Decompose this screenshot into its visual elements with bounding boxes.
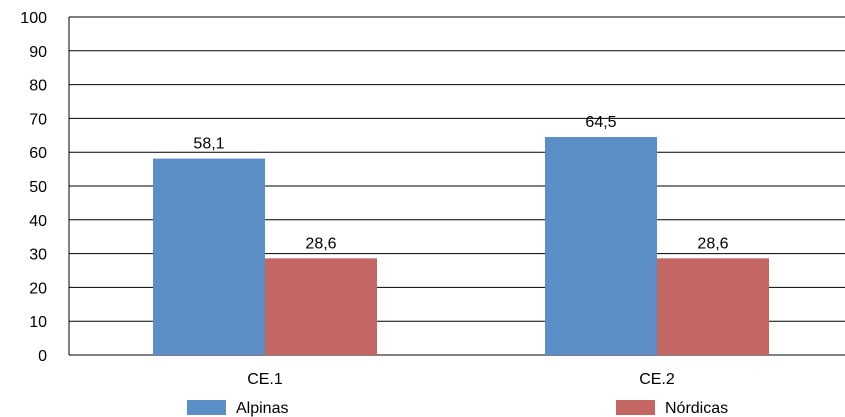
y-tick-label: 40 xyxy=(29,213,47,230)
x-category-label: CE.1 xyxy=(247,371,283,388)
y-tick-label: 100 xyxy=(20,10,47,27)
bar-alpinas-ce-2 xyxy=(545,136,657,355)
bar-alpinas-ce-1 xyxy=(153,158,265,355)
x-category-label: CE.2 xyxy=(639,371,675,388)
y-tick-label: 70 xyxy=(29,111,47,128)
y-tick-label: 0 xyxy=(38,348,47,365)
legend-swatch xyxy=(616,400,655,415)
data-label: 28,6 xyxy=(305,235,336,252)
legend-label: Alpinas xyxy=(236,400,288,417)
y-tick-label: 80 xyxy=(29,78,47,95)
data-label: 64,5 xyxy=(585,114,616,131)
data-label: 28,6 xyxy=(697,235,728,252)
y-tick-label: 90 xyxy=(29,44,47,61)
y-tick-label: 60 xyxy=(29,145,47,162)
legend-swatch xyxy=(187,400,226,415)
x-axis-categories: CE.1 CE.2 xyxy=(247,371,675,388)
y-tick-label: 10 xyxy=(29,314,47,331)
legend: Alpinas Nórdicas xyxy=(187,400,728,417)
bars xyxy=(153,136,769,355)
data-label: 58,1 xyxy=(193,136,224,153)
data-labels: 58,1 28,6 64,5 28,6 xyxy=(193,114,728,252)
y-axis-ticks: 0 10 20 30 40 50 60 70 80 90 100 xyxy=(20,10,47,365)
y-tick-label: 20 xyxy=(29,280,47,297)
bar-n-rdicas-ce-2 xyxy=(657,258,769,355)
y-tick-label: 50 xyxy=(29,179,47,196)
bar-n-rdicas-ce-1 xyxy=(265,258,377,355)
y-tick-label: 30 xyxy=(29,247,47,264)
legend-label: Nórdicas xyxy=(665,400,728,417)
